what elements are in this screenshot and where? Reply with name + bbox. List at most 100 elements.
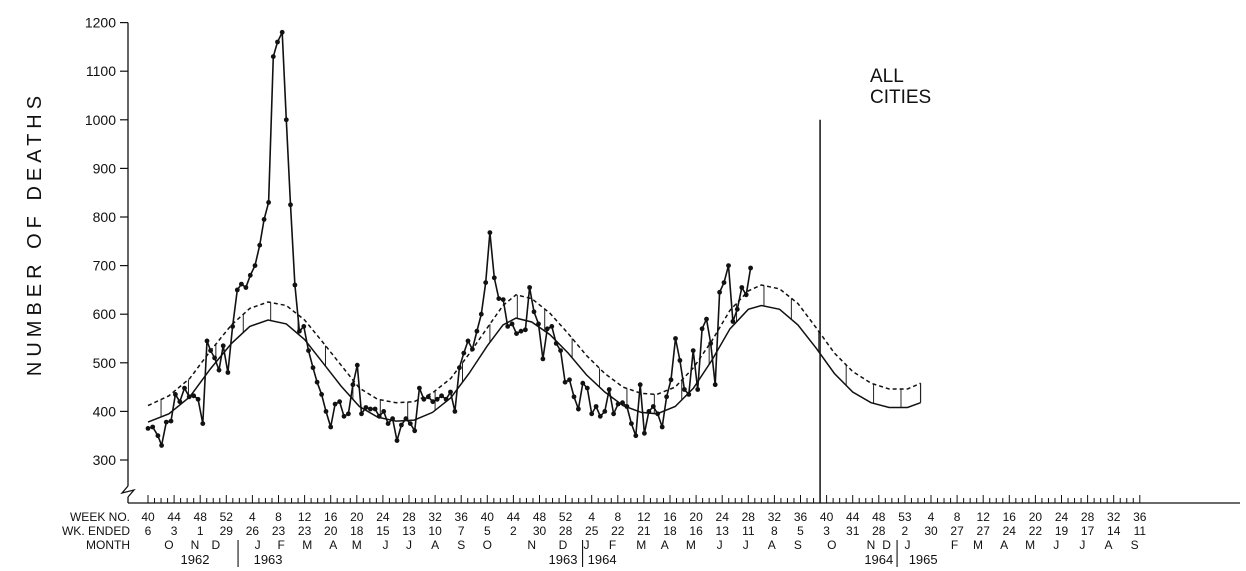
wk-ended-label: 6 <box>145 524 152 538</box>
observed-point <box>243 285 249 290</box>
y-tick-label: 900 <box>93 160 117 176</box>
wk-ended-label: 24 <box>1003 524 1017 538</box>
observed-point <box>359 411 364 417</box>
month-label: N <box>191 538 200 552</box>
year-label: 1964 <box>864 552 893 567</box>
observed-point <box>717 289 722 295</box>
wk-ended-label: 10 <box>428 524 442 538</box>
observed-point <box>403 416 409 422</box>
wk-ended-label: 14 <box>1107 524 1121 538</box>
y-tick-label: 800 <box>93 209 117 225</box>
week-no-label: 28 <box>1081 510 1095 524</box>
week-no-label: 20 <box>1029 510 1043 524</box>
year-label: 1962 <box>181 552 210 567</box>
observed-point <box>421 396 427 402</box>
observed-point <box>346 411 351 417</box>
week-no-label: 12 <box>637 510 651 524</box>
observed-point <box>173 392 178 397</box>
month-label: J <box>743 538 749 552</box>
observed-point <box>239 281 244 287</box>
week-no-label: 20 <box>350 510 364 524</box>
observed-point <box>332 401 338 407</box>
wk-ended-label: 27 <box>950 524 964 538</box>
observed-point <box>544 326 550 332</box>
month-label: A <box>329 538 337 552</box>
wk-ended-label: 18 <box>663 524 677 538</box>
observed-point <box>611 411 616 417</box>
observed-point <box>571 394 577 400</box>
observed-point <box>412 428 418 434</box>
month-label: J <box>383 538 389 552</box>
month-label: D <box>559 538 568 552</box>
month-label: S <box>794 538 802 552</box>
observed-point <box>150 424 156 430</box>
wk-ended-label: 7 <box>458 524 465 538</box>
wk-ended-label: 25 <box>585 524 599 538</box>
observed-point <box>310 365 316 371</box>
observed-point <box>589 411 595 417</box>
y-tick-label: 300 <box>93 452 117 468</box>
month-label: J <box>905 538 911 552</box>
wk-ended-label: 8 <box>771 524 778 538</box>
week-no-label: 36 <box>455 510 469 524</box>
observed-point <box>200 421 206 426</box>
wk-ended-label: 11 <box>1134 524 1147 538</box>
week-no-label: 4 <box>588 510 595 524</box>
month-label: A <box>1104 538 1112 552</box>
month-label: A <box>768 538 776 552</box>
observed-point <box>682 387 687 392</box>
observed-point <box>247 272 253 278</box>
wk-ended-label: 23 <box>272 524 286 538</box>
observed-point <box>376 413 382 419</box>
observed-point <box>642 430 647 436</box>
observed-point <box>283 117 289 123</box>
month-label: D <box>212 538 221 552</box>
observed-point <box>407 421 413 426</box>
observed-point <box>629 421 634 426</box>
observed-point <box>531 309 537 315</box>
wk-ended-label: 15 <box>376 524 390 538</box>
x-row-label: WEEK NO. <box>70 510 130 524</box>
observed-point <box>474 328 480 334</box>
observed-point <box>372 406 378 412</box>
observed-point <box>500 297 506 302</box>
observed-point <box>314 379 320 385</box>
observed-point <box>567 377 572 383</box>
observed-point <box>505 324 511 329</box>
wk-ended-label: 20 <box>324 524 338 538</box>
wk-ended-label: 31 <box>846 524 860 538</box>
observed-point <box>452 409 458 414</box>
week-no-label: 44 <box>846 510 860 524</box>
observed-point <box>261 217 267 222</box>
wk-ended-label: 28 <box>872 524 886 538</box>
observed-point <box>699 326 705 332</box>
observed-point <box>216 367 222 373</box>
series-layer <box>145 29 921 449</box>
y-axis-title-box: NUMBER OF DEATHS <box>8 18 64 448</box>
week-no-label: 24 <box>376 510 390 524</box>
y-axis-ticks: 300 400 500 600 700 800 900 1000 1100 1200 <box>85 15 128 468</box>
observed-point <box>279 29 285 35</box>
month-label: F <box>609 538 616 552</box>
all-cities-annotation: ALL CITIES <box>870 66 932 108</box>
month-label: J <box>255 538 261 552</box>
observed-point <box>252 263 258 268</box>
wk-ended-label: 11 <box>742 524 755 538</box>
wk-ended-label: 28 <box>559 524 573 538</box>
wk-ended-label: 26 <box>246 524 260 538</box>
wk-ended-label: 30 <box>924 524 938 538</box>
observed-point <box>593 404 599 409</box>
wk-ended-label: 13 <box>402 524 416 538</box>
y-tick-label: 1200 <box>85 15 116 31</box>
observed-point <box>270 54 276 59</box>
observed-point <box>470 346 475 352</box>
observed-point <box>230 324 236 329</box>
wk-ended-label: 27 <box>977 524 991 538</box>
month-label: M <box>302 538 312 552</box>
observed-point <box>323 409 329 414</box>
week-no-label: 8 <box>614 510 621 524</box>
observed-point <box>650 404 656 409</box>
month-label: J <box>1053 538 1059 552</box>
observed-point <box>195 396 201 402</box>
